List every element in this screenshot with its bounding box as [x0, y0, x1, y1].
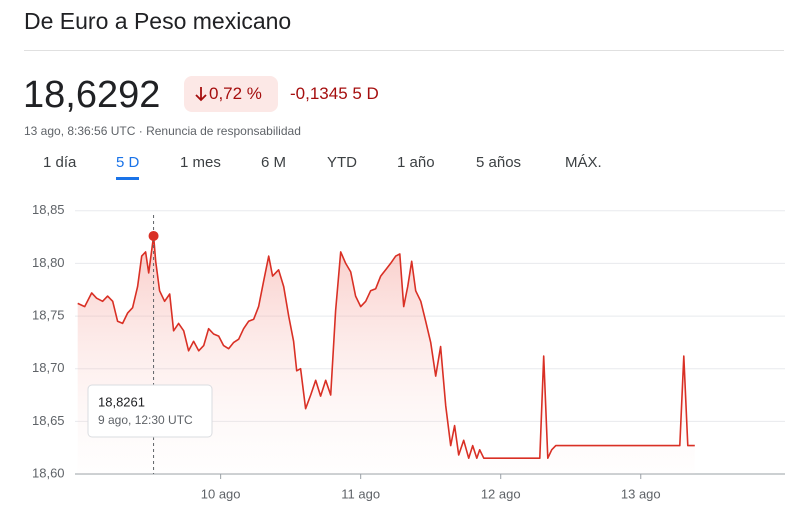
tab[interactable]: MÁX. — [565, 154, 602, 171]
separator: · — [138, 124, 143, 138]
x-tick-label: 12 ago — [481, 486, 521, 501]
y-tick-label: 18,85 — [32, 202, 65, 217]
tab[interactable]: 5 años — [476, 154, 522, 171]
divider — [24, 50, 784, 51]
change-abs: -0,1345 5 D — [290, 84, 379, 103]
tab[interactable]: 1 día — [43, 154, 77, 171]
tooltip-box — [87, 384, 213, 438]
y-tick-label: 18,60 — [32, 465, 65, 480]
tab[interactable]: 6 M — [261, 154, 287, 171]
hover-point — [148, 230, 159, 241]
tooltip: 18,8261 9 ago, 12:30 UTC — [87, 384, 213, 438]
tooltip-value: 18,8261 — [98, 394, 145, 409]
line — [77, 235, 695, 459]
x-tick-label: 11 ago — [341, 486, 380, 501]
x-tick-label: 13 ago — [621, 486, 661, 501]
timestamp: 13 ago, 8:36:56 UTC — [24, 124, 136, 138]
change-percent: 0,72 % — [209, 84, 262, 103]
y-tick-label: 18,75 — [32, 308, 65, 323]
y-tick-label: 18,80 — [32, 255, 65, 270]
tab[interactable]: YTD — [327, 154, 357, 171]
tab[interactable]: 1 mes — [180, 154, 221, 171]
y-tick-label: 18,70 — [32, 360, 65, 375]
tab[interactable]: 1 año — [397, 154, 435, 171]
tab[interactable]: 5 D — [116, 154, 140, 180]
y-tick-label: 18,65 — [32, 413, 65, 428]
disclaimer[interactable]: Renuncia de responsabilidad — [146, 124, 301, 138]
title: De Euro a Peso mexicano — [24, 8, 292, 34]
x-tick-label: 10 ago — [201, 486, 241, 501]
chart: 18,60 18,65 18,70 18,75 18,80 18,85 10 ago 11 a… — [32, 202, 785, 501]
down-arrow — [195, 87, 207, 102]
tooltip-time: 9 ago, 12:30 UTC — [98, 413, 193, 427]
subline: 13 ago, 8:36:56 UTC · Renuncia de respon… — [24, 124, 301, 138]
area — [77, 236, 695, 474]
change-badge: 0,72 % — [184, 76, 278, 112]
price: 18,6292 — [23, 74, 161, 116]
